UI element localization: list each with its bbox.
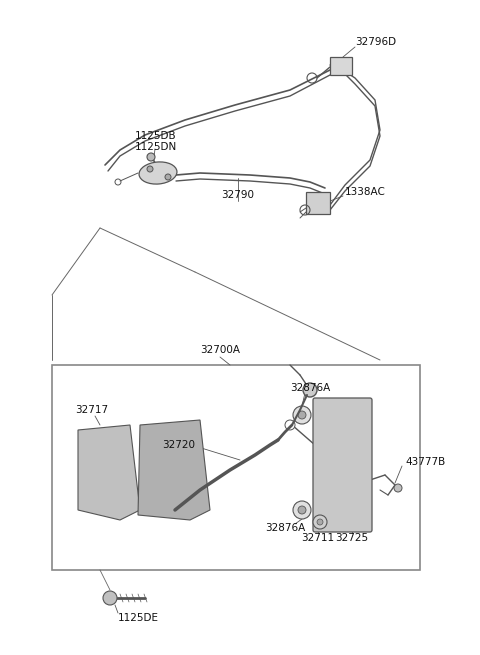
Circle shape bbox=[293, 406, 311, 424]
Circle shape bbox=[298, 506, 306, 514]
Text: 32711: 32711 bbox=[301, 533, 335, 543]
Text: 32876A: 32876A bbox=[290, 383, 330, 393]
Text: 32717: 32717 bbox=[75, 405, 108, 415]
Text: 32700A: 32700A bbox=[200, 345, 240, 355]
FancyBboxPatch shape bbox=[313, 398, 372, 532]
Circle shape bbox=[298, 411, 306, 419]
Bar bbox=[306, 192, 330, 214]
Polygon shape bbox=[78, 425, 140, 520]
Text: 32725: 32725 bbox=[336, 533, 369, 543]
Circle shape bbox=[313, 515, 327, 529]
Circle shape bbox=[147, 166, 153, 172]
Circle shape bbox=[293, 501, 311, 519]
Bar bbox=[330, 57, 352, 75]
Circle shape bbox=[394, 484, 402, 492]
Text: 1338AC: 1338AC bbox=[345, 187, 386, 197]
Text: 32796D: 32796D bbox=[355, 37, 396, 47]
Ellipse shape bbox=[139, 162, 177, 184]
Circle shape bbox=[103, 591, 117, 605]
Circle shape bbox=[165, 174, 171, 180]
Circle shape bbox=[303, 383, 317, 397]
Circle shape bbox=[285, 420, 295, 430]
Text: 32876A: 32876A bbox=[265, 523, 305, 533]
Text: 1125DE: 1125DE bbox=[118, 613, 159, 623]
Text: 32720: 32720 bbox=[162, 440, 195, 450]
Text: 43777B: 43777B bbox=[405, 457, 445, 467]
Circle shape bbox=[147, 153, 155, 161]
Text: 1125DN: 1125DN bbox=[135, 142, 177, 152]
Text: 1125DB: 1125DB bbox=[135, 131, 177, 141]
Bar bbox=[52, 365, 420, 570]
Text: 32790: 32790 bbox=[221, 190, 254, 200]
Polygon shape bbox=[138, 420, 210, 520]
Circle shape bbox=[317, 519, 323, 525]
